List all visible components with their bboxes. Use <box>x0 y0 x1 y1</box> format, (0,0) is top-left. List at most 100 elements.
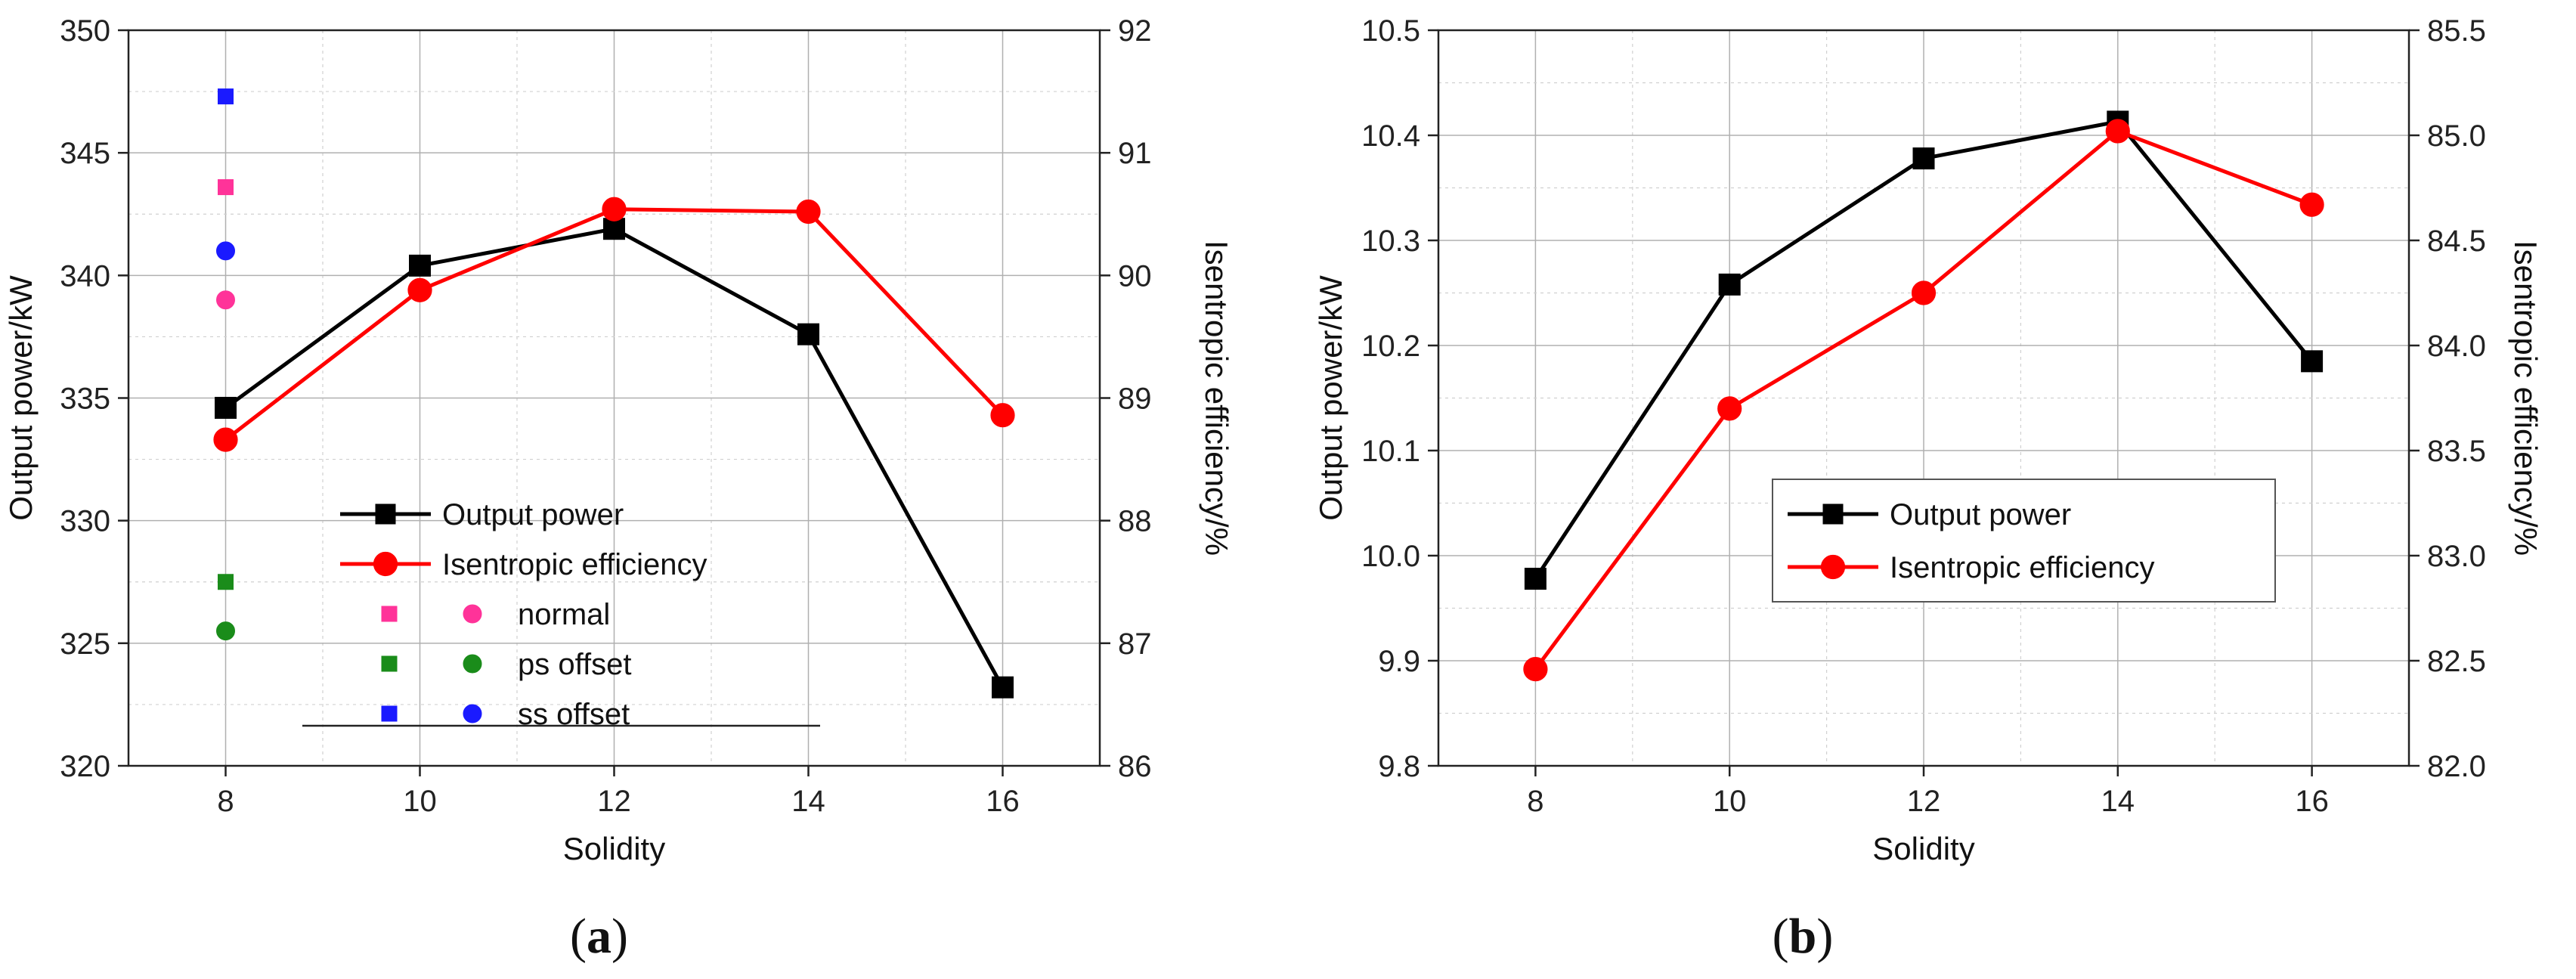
y-axis-label: Output power/kW <box>3 275 39 521</box>
legend-box <box>1772 479 2276 603</box>
data-point <box>1523 657 1548 682</box>
legend: Output power Isentropic efficiency <box>1772 479 2276 603</box>
y-tick-label: 330 <box>60 505 110 538</box>
legend-entry: Isentropic efficiency <box>340 548 707 581</box>
data-point <box>1718 273 1741 296</box>
legend-marker-circle <box>463 604 482 624</box>
y-axis-right: 86 87 88 89 90 91 92 <box>1100 14 1152 783</box>
y-tick-label: 10.3 <box>1361 225 1420 258</box>
legend-label: ps offset <box>518 648 631 681</box>
extra-point-ps-offset <box>218 574 234 590</box>
y2-tick-label: 82.0 <box>2427 750 2486 783</box>
data-point <box>602 197 627 222</box>
y2-tick-label: 92 <box>1118 14 1152 48</box>
y2-tick-label: 88 <box>1118 505 1152 538</box>
legend-marker-square <box>381 606 398 622</box>
extra-point-ss-offset <box>216 241 235 261</box>
y-tick-label: 9.9 <box>1378 645 1420 678</box>
x-tick-label: 12 <box>1907 785 1941 818</box>
x-tick-label: 10 <box>1713 785 1747 818</box>
legend-entry: Output power <box>1788 498 2071 531</box>
series-isentropic-efficiency <box>213 197 1015 452</box>
data-point <box>990 403 1015 428</box>
panel-label: (b) <box>1773 909 1834 964</box>
legend-label: Isentropic efficiency <box>1890 551 2155 584</box>
legend-marker <box>1822 503 1844 525</box>
y-tick-label: 345 <box>60 137 110 170</box>
legend-label: Output power <box>442 498 624 531</box>
y2-axis-label: Isentropic efficiency/% <box>1199 240 1234 556</box>
y2-tick-label: 91 <box>1118 137 1152 170</box>
data-point <box>796 199 821 225</box>
panel-label: (a) <box>570 909 628 964</box>
y2-axis-label: Isentropic efficiency/% <box>2508 240 2543 556</box>
legend-entry: ps offset <box>381 648 631 681</box>
x-tick-label: 8 <box>217 785 234 818</box>
y-tick-label: 10.0 <box>1361 540 1420 573</box>
x-axis: 8 10 12 14 16 <box>1527 766 2329 818</box>
x-axis-label: Solidity <box>563 831 665 866</box>
y-tick-label: 10.4 <box>1361 119 1420 153</box>
y-tick-label: 325 <box>60 627 110 661</box>
legend: Output power Isentropic efficiency normal p… <box>302 498 820 731</box>
x-axis: 8 10 12 14 16 <box>217 766 1020 818</box>
data-point <box>603 218 625 240</box>
y-tick-label: 350 <box>60 14 110 48</box>
legend-marker <box>1820 554 1846 580</box>
legend-marker <box>373 551 398 577</box>
chart-panel-a: 8 10 12 14 16 320 325 330 335 340 345 350 86 87 88 89 90… <box>3 14 1234 964</box>
data-point <box>2299 192 2324 217</box>
legend-marker-circle <box>463 704 482 723</box>
data-point <box>1717 396 1742 421</box>
y-tick-label: 10.5 <box>1361 14 1420 48</box>
y2-tick-label: 85.0 <box>2427 119 2486 153</box>
y2-tick-label: 86 <box>1118 750 1152 783</box>
legend-label: Isentropic efficiency <box>442 548 707 581</box>
series-output-power <box>215 218 1014 699</box>
y-tick-label: 10.2 <box>1361 330 1420 363</box>
y2-tick-label: 84.0 <box>2427 330 2486 363</box>
data-point <box>1911 280 1937 305</box>
y-tick-label: 9.8 <box>1378 750 1420 783</box>
panel-label-letter: b <box>1789 909 1817 964</box>
gridlines <box>1438 29 2409 767</box>
legend-entry: normal <box>381 598 610 631</box>
legend-marker <box>375 503 396 525</box>
y2-tick-label: 82.5 <box>2427 645 2486 678</box>
legend-label: normal <box>518 598 610 631</box>
data-point <box>992 676 1014 699</box>
y2-tick-label: 83.5 <box>2427 435 2486 468</box>
y-tick-label: 335 <box>60 383 110 416</box>
legend-entry: Isentropic efficiency <box>1788 551 2155 584</box>
extra-point-ss-offset <box>218 88 234 105</box>
x-tick-label: 8 <box>1527 785 1543 818</box>
y2-tick-label: 84.5 <box>2427 225 2486 258</box>
y2-tick-label: 89 <box>1118 383 1152 416</box>
data-point <box>2301 350 2324 373</box>
chart-panel-b: 8 10 12 14 16 9.8 9.9 10.0 10.1 10.2 10.3 10.4 10.5 8… <box>1313 14 2543 964</box>
data-point <box>1912 147 1935 170</box>
y-axis-left: 320 325 330 335 340 345 350 <box>60 14 128 783</box>
legend-entry: ss offset <box>381 698 630 731</box>
y2-tick-label: 90 <box>1118 259 1152 293</box>
data-point <box>407 277 432 302</box>
legend-marker-circle <box>463 654 482 674</box>
y-axis-right: 82.0 82.5 83.0 83.5 84.0 84.5 85.0 85.5 <box>2409 14 2486 783</box>
data-point <box>213 427 238 452</box>
x-tick-label: 14 <box>791 785 825 818</box>
panel-label-letter: a <box>587 909 611 964</box>
y-tick-label: 10.1 <box>1361 435 1420 468</box>
data-point <box>1524 568 1547 590</box>
y-axis-left: 9.8 9.9 10.0 10.1 10.2 10.3 10.4 10.5 <box>1361 14 1438 783</box>
x-tick-label: 16 <box>986 785 1020 818</box>
y2-tick-label: 83.0 <box>2427 540 2486 573</box>
y2-tick-label: 87 <box>1118 627 1152 661</box>
legend-entry: Output power <box>340 498 624 531</box>
y-axis-label: Output power/kW <box>1313 275 1348 521</box>
data-point <box>2105 119 2130 144</box>
x-tick-label: 16 <box>2295 785 2329 818</box>
y2-tick-label: 85.5 <box>2427 14 2486 48</box>
series-output-power <box>1524 110 2324 590</box>
legend-marker-square <box>381 655 398 672</box>
